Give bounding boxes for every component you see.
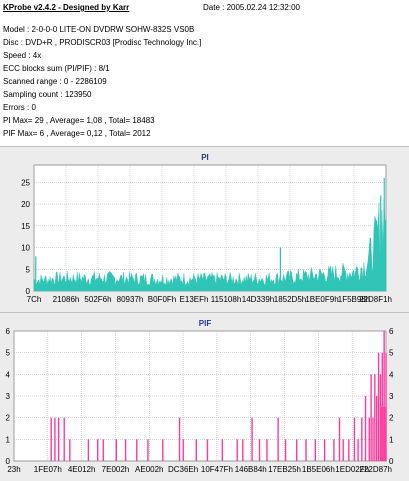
- pi-plot-area: [33, 164, 387, 292]
- pi-xtick-label: 1F5B98h: [338, 295, 370, 304]
- pif-chart-panel: PIF 0 0 1 1 2 2 3 3 4 4 5 5 6 6 23h 1FE07h 4E012h 7E002h A…: [0, 312, 409, 481]
- info-disc: Disc : DVD+R , PRODISCR03 [Prodisc Techn…: [3, 38, 202, 47]
- pi-ytick-label: 10: [21, 244, 30, 253]
- pif-chart-title: PIF: [199, 319, 212, 328]
- info-speed: Speed : 4x: [3, 51, 42, 60]
- pif-xtick-label: 1B5E06h: [302, 465, 335, 474]
- info-model: Model : 2-0-0-0 LITE-ON DVDRW SOHW-832S …: [3, 25, 195, 34]
- pif-xtick-label: 10F47Fh: [201, 465, 233, 474]
- pi-ytick-label: 0: [26, 287, 31, 296]
- pif-chart: PIF 0 0 1 1 2 2 3 3 4 4 5 5 6 6 23h 1FE07h 4E012h 7E002h A…: [6, 319, 394, 474]
- pif-xtick-label: DC36Eh: [168, 465, 198, 474]
- pif-xtick-label: 4E012h: [68, 465, 96, 474]
- pif-xtick-label: AE002h: [135, 465, 163, 474]
- pi-xtick-label: 21086h: [53, 295, 80, 304]
- pif-ytick-label-right: 0: [389, 457, 394, 466]
- info-sampling-count: Sampling count : 123950: [3, 90, 92, 99]
- pi-series-area: [33, 200, 387, 292]
- pi-chart-panel: PI 0 5 10 15 20 25 7Ch 21086h 502F6h 80937h B0F0Fh…: [0, 146, 409, 313]
- info-errors: Errors : 0: [3, 103, 36, 112]
- pif-ytick-label-right: 2: [389, 414, 394, 423]
- pif-ytick-label-right: 5: [389, 349, 394, 358]
- pi-xtick-label: 14D339h: [242, 295, 274, 304]
- pif-ytick-label: 5: [6, 349, 11, 358]
- app-title: KProbe v2.4.2 - Designed by Karr: [3, 3, 130, 12]
- pi-xtick-label: 502F6h: [84, 295, 111, 304]
- pif-ytick-label-right: 6: [389, 327, 394, 336]
- pi-ytick-label: 20: [21, 200, 30, 209]
- pif-ytick-label: 4: [6, 370, 11, 379]
- pif-xtick-label: 146B84h: [235, 465, 267, 474]
- pif-xtick-label: 222D87h: [360, 465, 392, 474]
- pi-chart: PI 0 5 10 15 20 25 7Ch 21086h 502F6h 80937h B0F0Fh…: [21, 153, 392, 304]
- pif-ytick-label: 6: [6, 327, 11, 336]
- pif-xtick-label: 1ED02Fh: [335, 465, 369, 474]
- info-pif-stats: PIF Max= 6 , Average= 0,12 , Total= 2012: [3, 129, 151, 138]
- info-ecc-blocks: ECC blocks sum (PI/PIF) : 8/1: [3, 64, 110, 73]
- pi-xtick-label: B0F0Fh: [148, 295, 176, 304]
- pif-dense-region: [380, 406, 386, 461]
- pi-xtick-label: 115108h: [211, 295, 242, 304]
- pi-ytick-label: 15: [21, 222, 30, 231]
- pi-xtick-label: 7Ch: [27, 295, 42, 304]
- pi-xtick-label: 22D8F1h: [359, 295, 392, 304]
- pi-xtick-label: 80937h: [117, 295, 144, 304]
- pif-ytick-label: 2: [6, 414, 11, 423]
- pif-ytick-label-right: 3: [389, 392, 394, 401]
- pif-xtick-label: 17EB25h: [268, 465, 301, 474]
- pif-xtick-label: 7E002h: [102, 465, 130, 474]
- pif-ytick-label: 3: [6, 392, 11, 401]
- pif-ytick-label-right: 4: [389, 370, 394, 379]
- info-scanned-range: Scanned range : 0 - 2286109: [3, 77, 107, 86]
- pi-ytick-label: 5: [26, 265, 31, 274]
- pi-ytick-label: 25: [21, 178, 30, 187]
- pif-ytick-label-right: 1: [389, 435, 394, 444]
- pi-xtick-label: 1BE0F9h: [305, 295, 338, 304]
- info-header: KProbe v2.4.2 - Designed by Karr Date : …: [0, 0, 409, 146]
- pi-xtick-label: 1852D5h: [274, 295, 306, 304]
- pif-ytick-label: 0: [6, 457, 11, 466]
- pi-xtick-label: E13EFh: [180, 295, 209, 304]
- scan-date: Date : 2005.02.24 12:32:00: [203, 3, 300, 12]
- info-pi-stats: PI Max= 29 , Average= 1,08 , Total= 1848…: [3, 116, 155, 125]
- pif-xtick-label: 1FE07h: [34, 465, 62, 474]
- pif-ytick-label: 1: [6, 435, 11, 444]
- pi-chart-title: PI: [201, 153, 209, 162]
- pif-xtick-label: 23h: [7, 465, 20, 474]
